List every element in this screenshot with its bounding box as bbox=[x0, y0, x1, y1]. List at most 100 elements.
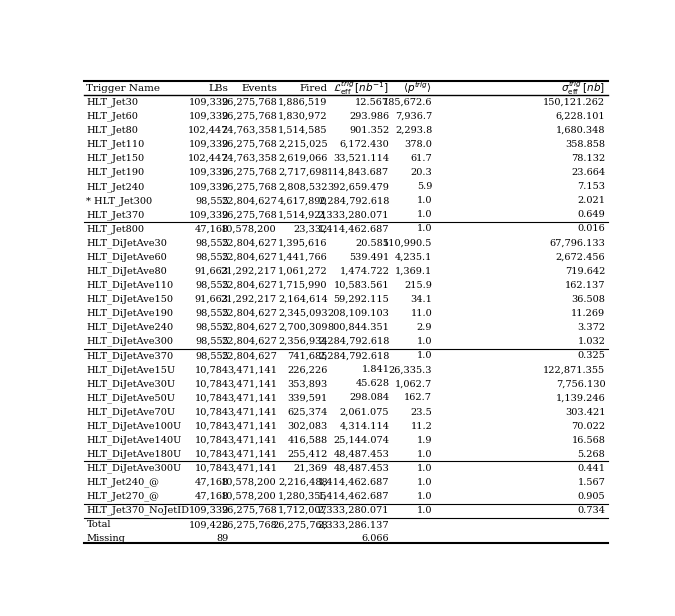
Text: HLT_Jet110: HLT_Jet110 bbox=[86, 140, 144, 149]
Text: 1,414,462.687: 1,414,462.687 bbox=[318, 224, 389, 233]
Text: 1,886,519: 1,886,519 bbox=[278, 98, 327, 107]
Text: 59,292.115: 59,292.115 bbox=[333, 295, 389, 304]
Text: 109,339: 109,339 bbox=[188, 210, 229, 219]
Text: 22,804,627: 22,804,627 bbox=[221, 337, 277, 346]
Text: 339,591: 339,591 bbox=[288, 394, 327, 402]
Text: 2.021: 2.021 bbox=[577, 197, 605, 205]
Text: HLT_Jet150: HLT_Jet150 bbox=[86, 153, 144, 163]
Text: 91,663: 91,663 bbox=[195, 267, 229, 276]
Text: 208,109.103: 208,109.103 bbox=[327, 309, 389, 318]
Text: HLT_Jet270_@: HLT_Jet270_@ bbox=[86, 492, 159, 501]
Text: 539.491: 539.491 bbox=[349, 253, 389, 262]
Text: 2,061.075: 2,061.075 bbox=[340, 408, 389, 416]
Text: 36.508: 36.508 bbox=[572, 295, 605, 304]
Text: Trigger Name: Trigger Name bbox=[86, 84, 161, 92]
Text: 1,441,766: 1,441,766 bbox=[278, 253, 327, 262]
Text: 1.0: 1.0 bbox=[416, 450, 432, 459]
Text: HLT_Jet190: HLT_Jet190 bbox=[86, 168, 144, 177]
Text: 109,339: 109,339 bbox=[188, 111, 229, 121]
Text: 109,339: 109,339 bbox=[188, 140, 229, 149]
Text: HLT_Jet240_@: HLT_Jet240_@ bbox=[86, 477, 159, 487]
Text: 1,280,355: 1,280,355 bbox=[278, 492, 327, 501]
Text: HLT_DiJetAve180U: HLT_DiJetAve180U bbox=[86, 450, 182, 459]
Text: 26,275,768: 26,275,768 bbox=[221, 111, 277, 121]
Text: 21,292,217: 21,292,217 bbox=[221, 295, 277, 304]
Text: 22,804,627: 22,804,627 bbox=[221, 309, 277, 318]
Text: 2,672.456: 2,672.456 bbox=[556, 253, 605, 262]
Text: 0.325: 0.325 bbox=[578, 351, 605, 360]
Text: HLT_DiJetAve100U: HLT_DiJetAve100U bbox=[86, 421, 182, 431]
Text: HLT_Jet30: HLT_Jet30 bbox=[86, 97, 138, 107]
Text: 67,796.133: 67,796.133 bbox=[549, 238, 605, 248]
Text: 98,555: 98,555 bbox=[195, 238, 229, 248]
Text: 24,763,358: 24,763,358 bbox=[221, 154, 277, 163]
Text: HLT_DiJetAve190: HLT_DiJetAve190 bbox=[86, 309, 173, 318]
Text: 98,555: 98,555 bbox=[195, 281, 229, 290]
Text: 1.0: 1.0 bbox=[416, 351, 432, 360]
Text: 20.585: 20.585 bbox=[356, 238, 389, 248]
Text: 2,356,934: 2,356,934 bbox=[278, 337, 327, 346]
Text: HLT_DiJetAve70U: HLT_DiJetAve70U bbox=[86, 407, 176, 417]
Text: 23.664: 23.664 bbox=[571, 168, 605, 177]
Text: 255,412: 255,412 bbox=[288, 450, 327, 459]
Text: 1.0: 1.0 bbox=[416, 492, 432, 501]
Text: HLT_DiJetAve300: HLT_DiJetAve300 bbox=[86, 337, 173, 346]
Text: 353,893: 353,893 bbox=[288, 379, 327, 388]
Text: 4,235.1: 4,235.1 bbox=[395, 253, 432, 262]
Text: 2,333,280.071: 2,333,280.071 bbox=[318, 210, 389, 219]
Text: 901.352: 901.352 bbox=[349, 126, 389, 135]
Text: HLT_DiJetAve300U: HLT_DiJetAve300U bbox=[86, 464, 182, 473]
Text: 10,578,200: 10,578,200 bbox=[221, 224, 277, 233]
Text: 7,756.130: 7,756.130 bbox=[556, 379, 605, 388]
Text: 26,275,768: 26,275,768 bbox=[221, 98, 277, 107]
Text: 102,447: 102,447 bbox=[188, 126, 229, 135]
Text: 1,712,007: 1,712,007 bbox=[278, 506, 327, 515]
Text: 2,333,286.137: 2,333,286.137 bbox=[318, 521, 389, 529]
Text: 2,215,025: 2,215,025 bbox=[278, 140, 327, 149]
Text: 2,808,532: 2,808,532 bbox=[278, 182, 327, 191]
Text: Fired: Fired bbox=[300, 84, 327, 92]
Text: 1.9: 1.9 bbox=[416, 436, 432, 445]
Text: 150,121.262: 150,121.262 bbox=[543, 98, 605, 107]
Text: $\mathcal{L}_{\mathrm{eff}}^{trig}\,[nb^{-1}]$: $\mathcal{L}_{\mathrm{eff}}^{trig}\,[nb^… bbox=[333, 79, 389, 97]
Text: 22,804,627: 22,804,627 bbox=[221, 253, 277, 262]
Text: 22,804,627: 22,804,627 bbox=[221, 197, 277, 205]
Text: 298.084: 298.084 bbox=[349, 394, 389, 402]
Text: 98,555: 98,555 bbox=[195, 197, 229, 205]
Text: HLT_DiJetAve80: HLT_DiJetAve80 bbox=[86, 266, 167, 276]
Text: 10,578,200: 10,578,200 bbox=[221, 492, 277, 501]
Text: 293.986: 293.986 bbox=[349, 111, 389, 121]
Text: 1,139.246: 1,139.246 bbox=[556, 394, 605, 402]
Text: HLT_DiJetAve30: HLT_DiJetAve30 bbox=[86, 238, 167, 248]
Text: 6.066: 6.066 bbox=[362, 534, 389, 543]
Text: 1,062.7: 1,062.7 bbox=[395, 379, 432, 388]
Text: 21,369: 21,369 bbox=[294, 464, 327, 473]
Text: 78.132: 78.132 bbox=[571, 154, 605, 163]
Text: HLT_Jet800: HLT_Jet800 bbox=[86, 224, 144, 234]
Text: HLT_Jet370: HLT_Jet370 bbox=[86, 210, 144, 220]
Text: 89: 89 bbox=[217, 534, 229, 543]
Text: 16.568: 16.568 bbox=[572, 436, 605, 445]
Text: 47,168: 47,168 bbox=[194, 492, 229, 501]
Text: 2,345,093: 2,345,093 bbox=[278, 309, 327, 318]
Text: 1.032: 1.032 bbox=[577, 337, 605, 346]
Text: 0.734: 0.734 bbox=[577, 506, 605, 515]
Text: 3,471,141: 3,471,141 bbox=[227, 408, 277, 416]
Text: 1,369.1: 1,369.1 bbox=[395, 267, 432, 276]
Text: 2,164,614: 2,164,614 bbox=[278, 295, 327, 304]
Text: 3,471,141: 3,471,141 bbox=[227, 450, 277, 459]
Text: 6,228.101: 6,228.101 bbox=[556, 111, 605, 121]
Text: 61.7: 61.7 bbox=[410, 154, 432, 163]
Text: 226,226: 226,226 bbox=[288, 365, 327, 375]
Text: 26,275,768: 26,275,768 bbox=[221, 521, 277, 529]
Text: 5.268: 5.268 bbox=[578, 450, 605, 459]
Text: 2,619,066: 2,619,066 bbox=[278, 154, 327, 163]
Text: 45.628: 45.628 bbox=[355, 379, 389, 388]
Text: 2,293.8: 2,293.8 bbox=[395, 126, 432, 135]
Text: LBs: LBs bbox=[209, 84, 229, 92]
Text: 416,588: 416,588 bbox=[288, 436, 327, 445]
Text: 26,275,768: 26,275,768 bbox=[221, 140, 277, 149]
Text: 98,555: 98,555 bbox=[195, 323, 229, 332]
Text: 91,663: 91,663 bbox=[195, 295, 229, 304]
Text: 12.567: 12.567 bbox=[355, 98, 389, 107]
